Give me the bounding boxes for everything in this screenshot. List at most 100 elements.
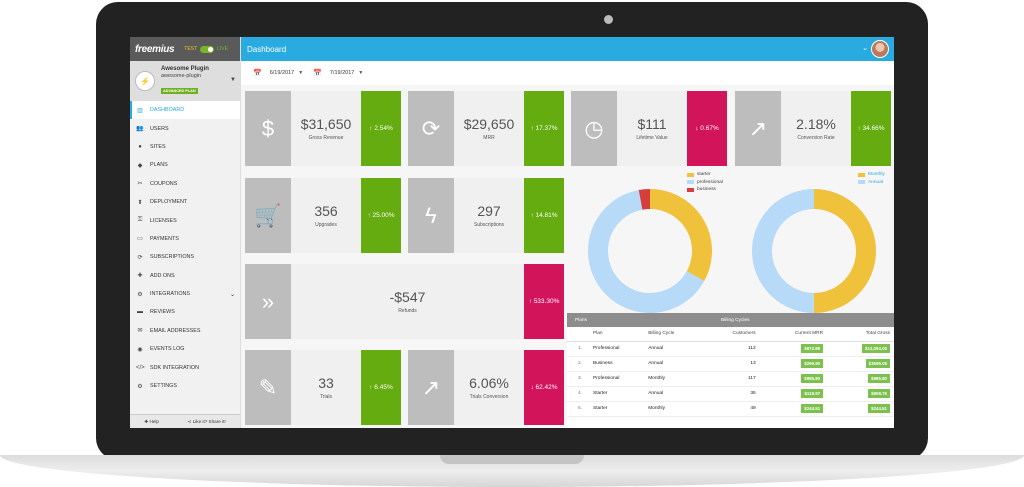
cart-icon: 🛒 (245, 178, 291, 253)
sidebar-item-sites[interactable]: ● SITES (130, 138, 240, 156)
gear-icon: ⚙ (137, 383, 143, 390)
email-icon: ✉ (137, 328, 143, 335)
sidebar-item-settings[interactable]: ⚙ SETTINGS (137, 383, 177, 390)
change-badge: ↑ 25.00% (361, 178, 401, 253)
table-row[interactable]: 5. Starter Monthly 49 $244.51 $244.51 (567, 401, 894, 417)
refresh-icon: ⟳ (408, 91, 454, 166)
plug-icon: ⚙ (137, 291, 143, 298)
upload-icon: ⬆ (137, 199, 143, 206)
chevron-down-icon: ⌄ (229, 291, 235, 298)
key-icon: ⚿ (137, 217, 143, 224)
sidebar-item-reviews[interactable]: ▬ REVIEWS (137, 309, 175, 316)
legend-item-business: business (687, 186, 723, 194)
sidebar: freemius TEST LIVE ⚡ Awesome Plugin awes… (130, 37, 241, 428)
globe-icon: ● (138, 143, 142, 150)
coupon-icon: ✂ (137, 181, 143, 188)
card-conversion-rate: ↗ 2.18% Conversion Rate ↑ 34.66% (735, 91, 891, 166)
card-mrr: ⟳ $29,650 MRR ↑ 17.37% (408, 91, 564, 166)
change-badge: ↓ 62.42% (524, 350, 564, 425)
sidebar-item-deployment[interactable]: ⬆ DEPLOYMENT (137, 199, 188, 206)
dollar-icon: $ (245, 91, 291, 166)
sidebar-item-subscriptions[interactable]: ⟳ SUBSCRIPTIONS (137, 254, 195, 261)
sidebar-item-dashboard[interactable]: ▥ DASHBOARD (130, 101, 240, 120)
sidebar-nav: ▥ DASHBOARD 👥 USERS ● SITES ◆ PLANS ✂ COUPONS… (130, 101, 240, 395)
table-row[interactable]: 4. Starter Annual 36 $119.97 $908.76 (567, 386, 894, 402)
sidebar-item-users[interactable]: 👥 USERS (136, 125, 169, 133)
help-link[interactable]: ✚ Help (144, 418, 159, 424)
plugin-slug: awesome-plugin (161, 72, 202, 79)
plans-table: Plans Billing Cycles Plan Billing Cycle … (567, 313, 894, 428)
card-lifetime-value: ◷ $111 Lifetime Value ↓ 0.67% (571, 91, 727, 166)
caret-down-icon[interactable]: ▼ (358, 70, 364, 76)
plans-donut-chart (588, 189, 712, 313)
date-from[interactable]: 6/19/2017 (269, 70, 295, 76)
plans-icon: ◆ (137, 162, 143, 169)
plan-badge: ADVANCED PLAN (161, 87, 198, 94)
billing-legend: Monthly Annual (858, 171, 885, 186)
app-screen: freemius TEST LIVE ⚡ Awesome Plugin awes… (130, 37, 894, 428)
trend-icon: ↗ (735, 91, 781, 166)
comment-icon: ▬ (137, 309, 143, 316)
sidebar-item-payments[interactable]: ▭ PAYMENTS (137, 235, 179, 243)
change-badge: ↑ 2.54% (361, 91, 401, 166)
date-range-bar: 📅 6/19/2017 ▼ 📅 7/19/2017 ▼ (241, 61, 894, 85)
brand-bar: freemius TEST LIVE (130, 37, 240, 61)
users-icon: 👥 (136, 126, 144, 133)
table-row[interactable]: 3. Professional Monthly 117 $985.80 $985.80 (567, 371, 894, 387)
card-refunds: » -$547 Refunds ↑ 533.30% (245, 264, 564, 339)
date-to[interactable]: 7/19/2017 (329, 70, 355, 76)
sidebar-item-licenses[interactable]: ⚿ LICENSES (137, 217, 177, 224)
avatar[interactable] (871, 40, 889, 58)
caret-down-icon[interactable]: ▼ (298, 70, 304, 76)
table-row[interactable]: 1. Professional Annual 112 $872.89 $12,094.08 (567, 341, 894, 357)
slice-annual[interactable] (752, 189, 876, 313)
caret-down-icon: ▼ (230, 77, 236, 83)
location-icon: ◉ (137, 346, 143, 353)
puzzle-icon: ✚ (137, 273, 143, 280)
mode-toggle[interactable] (200, 45, 215, 53)
code-icon: </> (136, 364, 145, 371)
change-badge: ↑ 6.45% (361, 350, 401, 425)
dropper-icon: ✎ (245, 350, 291, 425)
chevron-down-icon[interactable]: ⌄ (862, 45, 868, 52)
card-subscriptions: ϟ 297 Subscriptions ↑ 14.81% (408, 178, 564, 253)
camera-icon (604, 15, 613, 24)
plugin-selector[interactable]: ⚡ Awesome Plugin awesome-plugin ADVANCED… (130, 61, 240, 101)
sidebar-item-integrations[interactable]: ⚙ INTEGRATIONS ⌄ (137, 291, 235, 298)
sidebar-item-email-addresses[interactable]: ✉ EMAIL ADDRESSES (137, 327, 201, 335)
table-row[interactable]: 2. Business Annual 13 $299.90 $3599.08 (567, 356, 894, 372)
slice-professional[interactable] (588, 189, 712, 313)
legend-item-monthly: Monthly (858, 171, 885, 179)
slice-business[interactable] (588, 189, 712, 313)
calendar-icon[interactable]: 📅 (313, 70, 322, 77)
change-badge: ↑ 14.81% (524, 178, 564, 253)
table-header-row: Plan Billing Cycle Customers Current MRR… (567, 327, 894, 342)
laptop-notch (440, 455, 584, 464)
plans-legend: starter professional business (687, 171, 723, 194)
trend-icon: ↗ (408, 350, 454, 425)
change-badge: ↑ 17.37% (524, 91, 564, 166)
sidebar-item-sdk-integration[interactable]: </> SDK INTEGRATION (136, 364, 200, 371)
mode-test-label: TEST (184, 46, 198, 52)
legend-item-professional: professional (687, 179, 723, 187)
sidebar-footer: ✚ Help ⋖ Like it? Share it! (130, 414, 240, 428)
change-badge: ↑ 34.66% (851, 91, 891, 166)
top-bar: Dashboard ⌄ (241, 37, 894, 61)
clock-icon: ◷ (571, 91, 617, 166)
sidebar-item-add-ons[interactable]: ✚ ADD ONS (137, 272, 175, 280)
sidebar-item-coupons[interactable]: ✂ COUPONS (137, 180, 178, 188)
sidebar-item-events-log[interactable]: ◉ EVENTS LOG (137, 346, 185, 353)
calendar-icon[interactable]: 📅 (253, 70, 262, 77)
page-title: Dashboard (247, 44, 287, 54)
legend-item-starter: starter (687, 171, 723, 179)
logo: freemius (135, 43, 175, 55)
chart-icon: ▥ (137, 107, 143, 114)
double-chevron-icon: » (245, 264, 291, 339)
bolt-icon: ϟ (408, 178, 454, 253)
billing-donut-chart (752, 189, 876, 313)
share-link[interactable]: ⋖ Like it? Share it! (187, 418, 226, 424)
card-upgrades: 🛒 356 Upgrades ↑ 25.00% (245, 178, 401, 253)
sidebar-item-plans[interactable]: ◆ PLANS (137, 162, 168, 169)
card-gross-revenue: $ $31,650 Gross Revenue ↑ 2.54% (245, 91, 401, 166)
mode-live-label: LIVE (217, 46, 228, 52)
